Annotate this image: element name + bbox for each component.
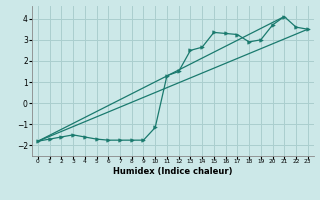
X-axis label: Humidex (Indice chaleur): Humidex (Indice chaleur) bbox=[113, 167, 233, 176]
